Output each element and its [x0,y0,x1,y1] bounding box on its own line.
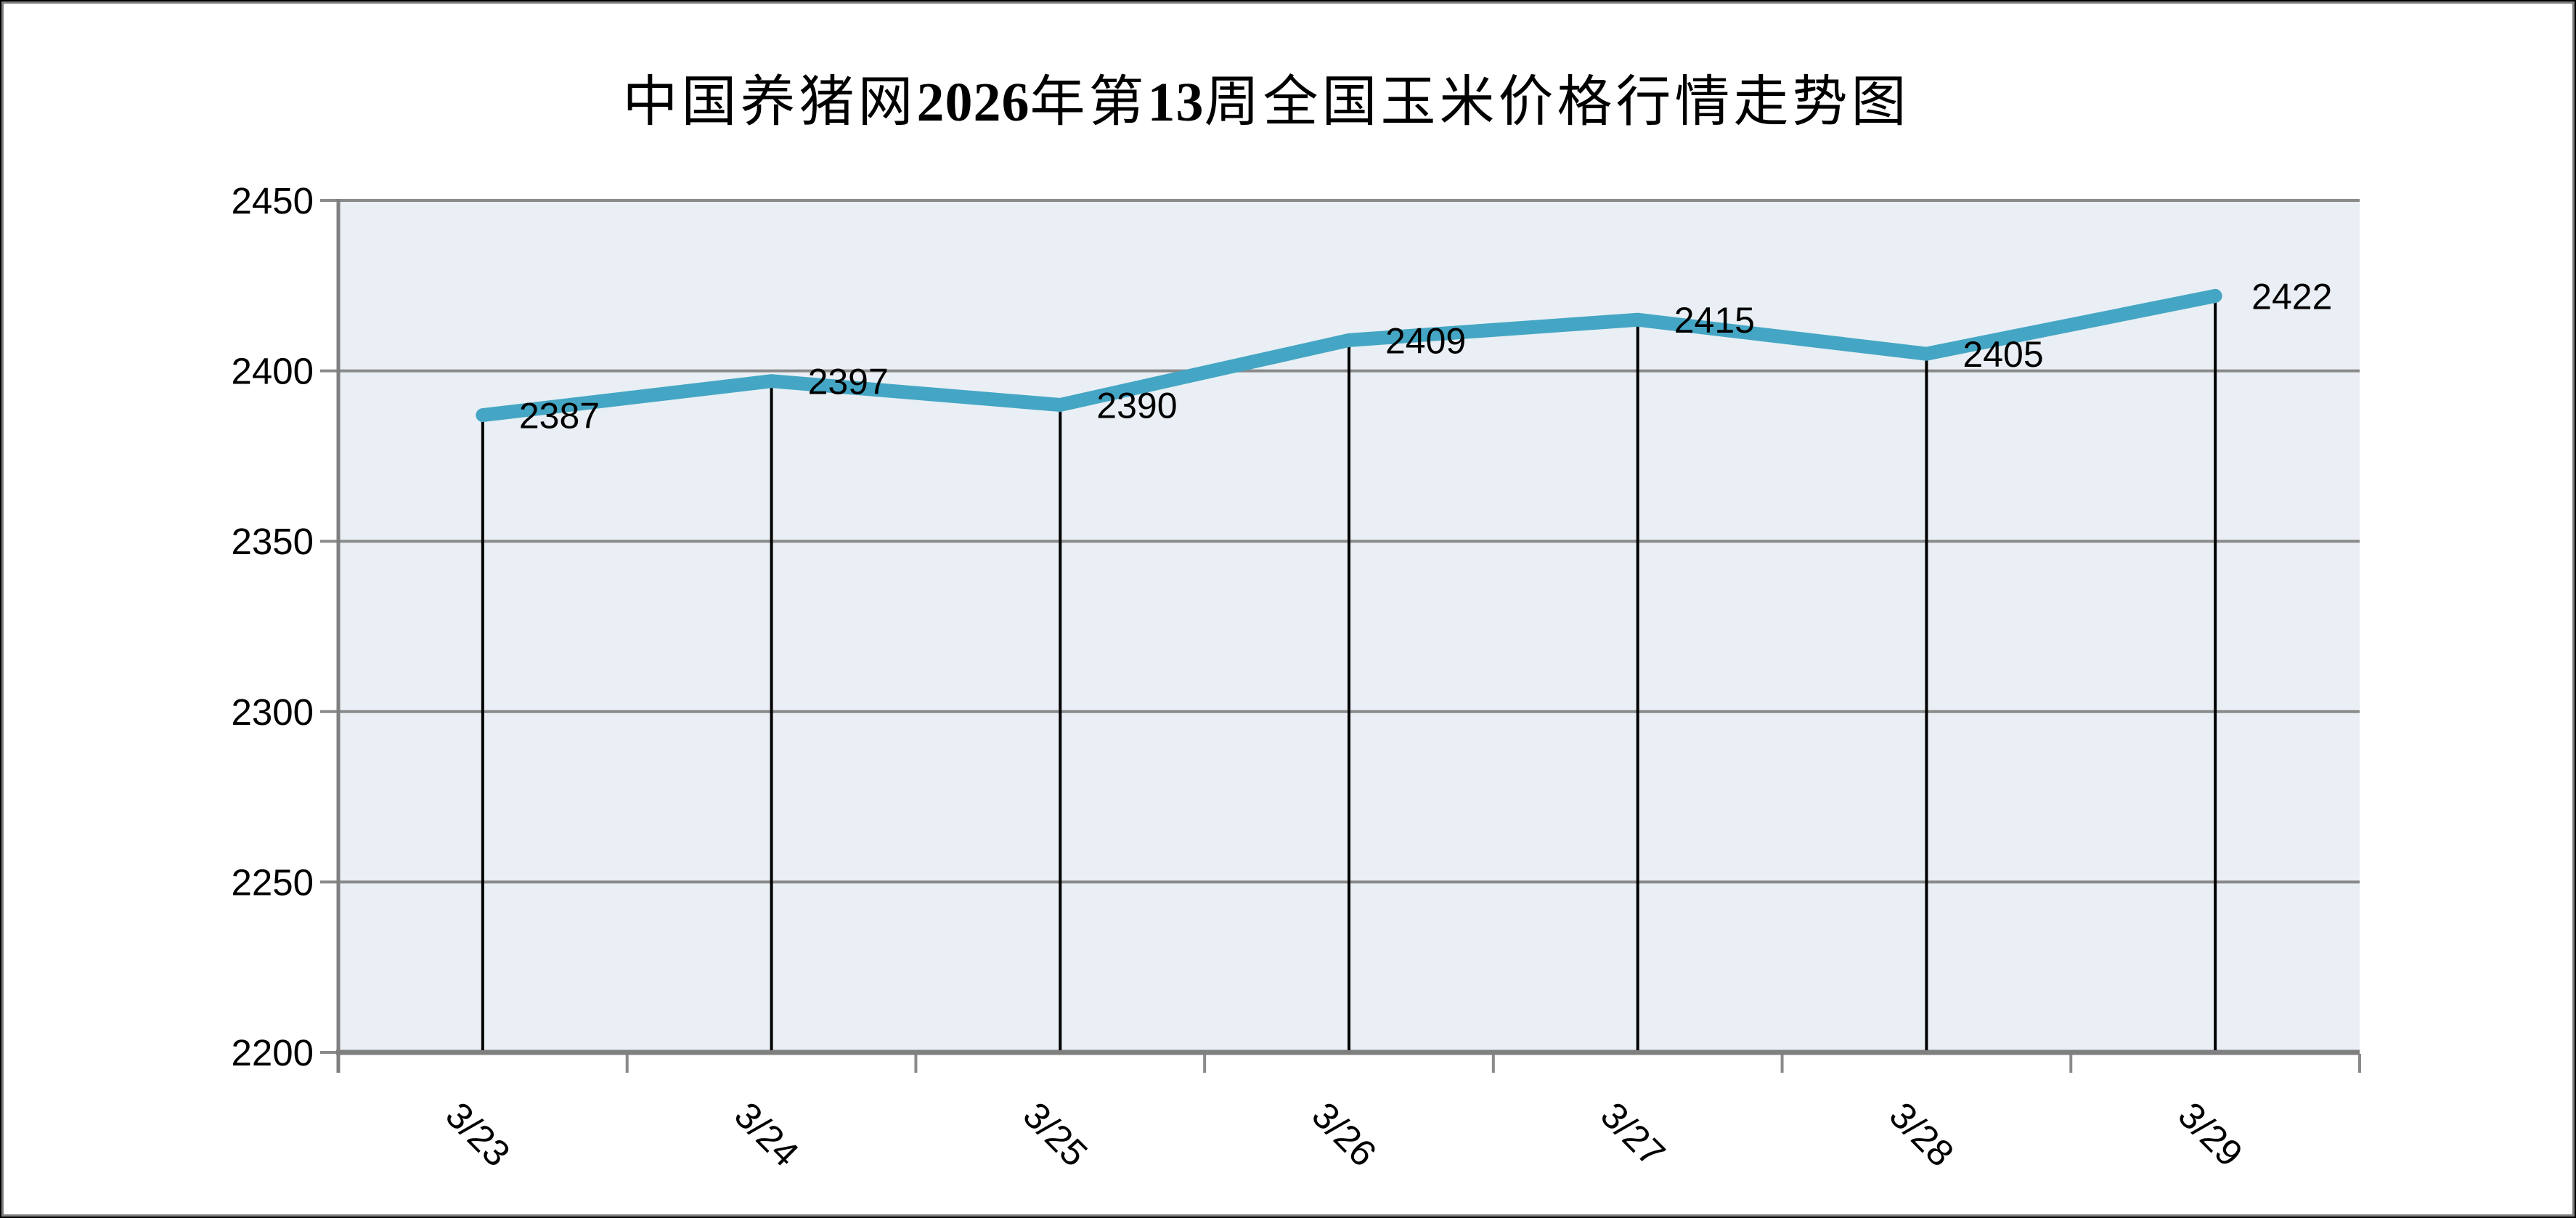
y-axis-label: 2450 [232,180,314,222]
x-axis-label: 3/23 [438,1094,518,1174]
y-axis-label: 2300 [232,691,314,733]
x-axis-label: 3/24 [727,1094,807,1174]
data-point-label: 2387 [519,396,600,437]
data-point-label: 2390 [1096,386,1177,426]
x-axis-label: 3/28 [1882,1094,1962,1174]
y-axis-label: 2200 [232,1032,314,1073]
x-axis-label: 3/27 [1593,1094,1673,1174]
y-axis-label: 2400 [232,351,314,392]
x-axis-label: 3/26 [1304,1094,1384,1174]
data-point-label: 2405 [1962,334,2043,375]
chart-title: 中国养猪网2026年第13周全国玉米价格行情走势图 [622,72,1910,133]
x-axis-label: 3/25 [1016,1094,1096,1174]
y-axis-label: 2250 [232,861,314,903]
x-axis-label: 3/29 [2170,1094,2250,1174]
data-point-label: 2397 [808,362,889,402]
y-axis-label: 2350 [232,521,314,562]
data-point-label: 2422 [2251,276,2332,317]
series-line [476,288,2222,423]
data-point-label: 2409 [1385,320,1466,361]
data-point-label: 2415 [1674,300,1755,341]
